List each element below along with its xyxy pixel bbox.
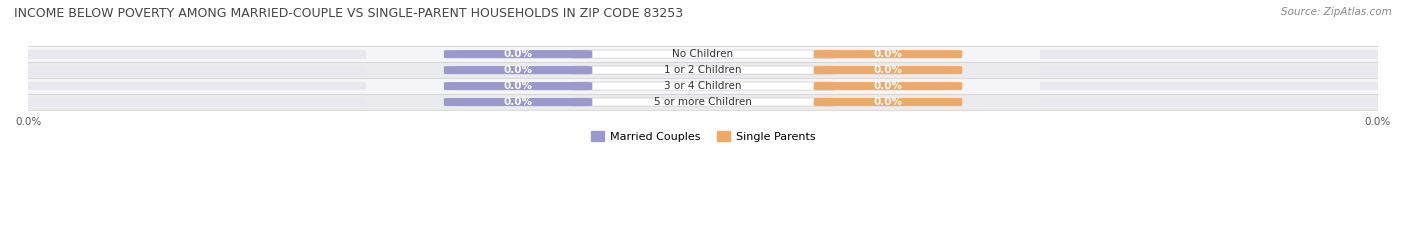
Text: 3 or 4 Children: 3 or 4 Children bbox=[664, 81, 742, 91]
Text: 0.0%: 0.0% bbox=[873, 81, 903, 91]
FancyBboxPatch shape bbox=[571, 50, 835, 58]
Bar bbox=[1040, 98, 1378, 106]
Text: 0.0%: 0.0% bbox=[503, 65, 533, 75]
Bar bbox=[1040, 82, 1378, 90]
Bar bbox=[1040, 50, 1378, 58]
Text: INCOME BELOW POVERTY AMONG MARRIED-COUPLE VS SINGLE-PARENT HOUSEHOLDS IN ZIP COD: INCOME BELOW POVERTY AMONG MARRIED-COUPL… bbox=[14, 7, 683, 20]
Text: 1 or 2 Children: 1 or 2 Children bbox=[664, 65, 742, 75]
FancyBboxPatch shape bbox=[444, 66, 592, 74]
FancyBboxPatch shape bbox=[444, 82, 592, 90]
Bar bbox=[28, 66, 366, 75]
Bar bbox=[28, 50, 366, 58]
Bar bbox=[28, 46, 1378, 62]
Text: 0.0%: 0.0% bbox=[873, 97, 903, 107]
Bar bbox=[28, 94, 1378, 110]
Text: 0.0%: 0.0% bbox=[873, 65, 903, 75]
FancyBboxPatch shape bbox=[571, 82, 835, 90]
FancyBboxPatch shape bbox=[814, 82, 962, 90]
Legend: Married Couples, Single Parents: Married Couples, Single Parents bbox=[586, 127, 820, 146]
Text: 0.0%: 0.0% bbox=[503, 49, 533, 59]
Bar bbox=[28, 98, 366, 106]
Text: 0.0%: 0.0% bbox=[503, 81, 533, 91]
Text: Source: ZipAtlas.com: Source: ZipAtlas.com bbox=[1281, 7, 1392, 17]
Text: 5 or more Children: 5 or more Children bbox=[654, 97, 752, 107]
FancyBboxPatch shape bbox=[814, 66, 962, 74]
Text: No Children: No Children bbox=[672, 49, 734, 59]
Bar bbox=[28, 82, 366, 90]
Text: 0.0%: 0.0% bbox=[503, 97, 533, 107]
FancyBboxPatch shape bbox=[814, 50, 962, 58]
FancyBboxPatch shape bbox=[444, 98, 592, 106]
Text: 0.0%: 0.0% bbox=[873, 49, 903, 59]
FancyBboxPatch shape bbox=[444, 50, 592, 58]
FancyBboxPatch shape bbox=[571, 98, 835, 106]
Bar bbox=[28, 78, 1378, 94]
FancyBboxPatch shape bbox=[571, 66, 835, 74]
FancyBboxPatch shape bbox=[814, 98, 962, 106]
Bar bbox=[28, 62, 1378, 78]
Bar bbox=[1040, 66, 1378, 75]
